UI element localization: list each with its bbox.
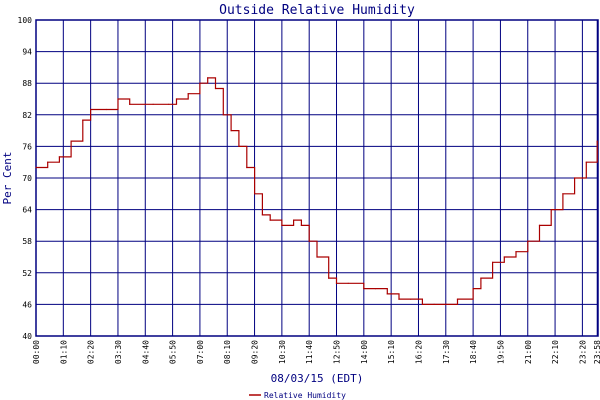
data-point xyxy=(398,298,400,300)
data-point xyxy=(246,166,248,169)
x-axis-label: 08/03/15 (EDT) xyxy=(271,372,364,385)
y-tick-label: 58 xyxy=(22,237,32,246)
y-tick-label: 52 xyxy=(22,269,32,278)
y-tick-label: 70 xyxy=(22,174,32,183)
data-point xyxy=(254,193,256,195)
series-line-relative-humidity xyxy=(36,77,598,305)
grid xyxy=(35,19,599,337)
x-tick-label: 23:20 xyxy=(578,340,587,364)
data-point xyxy=(445,303,447,305)
data-point xyxy=(152,103,154,105)
x-tick-label: 15:10 xyxy=(387,340,396,364)
data-point xyxy=(238,145,240,147)
x-tick-label: 00:00 xyxy=(32,340,41,364)
legend: Relative Humidity xyxy=(249,391,346,400)
data-point xyxy=(47,161,49,163)
data-point xyxy=(585,161,587,163)
x-tick-label: 07:00 xyxy=(196,340,205,364)
data-point xyxy=(168,103,170,105)
data-point xyxy=(596,140,598,142)
x-tick-labels: 00:00 01:10 02:20 03:30 04:40 05:50 07:00 08:10… xyxy=(32,340,600,364)
data-point xyxy=(456,298,459,300)
y-tick-label: 76 xyxy=(22,142,32,151)
y-axis-label: Per Cent xyxy=(1,152,14,205)
data-point xyxy=(433,303,435,305)
data-point xyxy=(503,256,505,258)
data-point xyxy=(293,219,295,221)
data-point xyxy=(281,224,283,226)
y-tick-label: 94 xyxy=(22,48,32,57)
x-tick-label: 04:40 xyxy=(141,340,150,364)
data-point xyxy=(562,193,564,195)
data-point xyxy=(82,119,84,121)
data-point xyxy=(472,288,474,290)
y-tick-label: 100 xyxy=(18,16,33,25)
data-point xyxy=(347,282,349,284)
data-point xyxy=(207,77,209,79)
y-tick-label: 40 xyxy=(22,332,32,341)
legend-label: Relative Humidity xyxy=(264,391,346,400)
series-layer xyxy=(35,77,598,305)
data-point xyxy=(175,98,178,100)
x-tick-label: 22:10 xyxy=(551,340,560,364)
x-tick-label: 08:10 xyxy=(223,340,232,364)
x-tick-label: 17:30 xyxy=(442,340,451,364)
data-point xyxy=(527,240,529,242)
data-point xyxy=(230,130,232,132)
data-point xyxy=(515,251,517,253)
x-tick-label: 03:30 xyxy=(114,340,123,364)
x-tick-label: 05:50 xyxy=(169,340,178,364)
x-tick-label: 02:20 xyxy=(87,340,96,364)
data-point xyxy=(105,108,107,111)
x-tick-label: 21:00 xyxy=(524,340,533,364)
data-point xyxy=(300,224,302,226)
y-tick-label: 88 xyxy=(22,79,32,88)
data-point xyxy=(261,214,263,216)
x-tick-label: 09:20 xyxy=(251,340,260,364)
y-tick-labels: 40 46 52 58 64 70 76 82 88 94 100 xyxy=(18,16,33,341)
data-point xyxy=(35,166,37,169)
x-tick-label: 16:20 xyxy=(414,340,423,364)
data-point xyxy=(538,224,541,226)
data-point xyxy=(363,288,365,290)
data-point xyxy=(117,98,119,100)
data-point xyxy=(410,298,412,300)
y-tick-label: 82 xyxy=(22,111,32,120)
data-point xyxy=(58,156,61,158)
data-point xyxy=(328,277,330,279)
x-tick-label: 10:30 xyxy=(278,340,287,364)
x-tick-label: 12:50 xyxy=(333,340,342,364)
data-point xyxy=(129,103,131,105)
data-point xyxy=(187,93,189,95)
data-point xyxy=(70,140,72,142)
data-point xyxy=(214,87,217,90)
y-tick-label: 64 xyxy=(22,206,32,215)
data-point xyxy=(308,240,310,242)
data-point xyxy=(386,293,388,295)
x-tick-label: 01:10 xyxy=(59,340,68,364)
x-tick-label: 14:00 xyxy=(360,340,369,364)
data-point xyxy=(316,256,318,258)
x-tick-label: 18:40 xyxy=(469,340,478,364)
data-point xyxy=(90,108,92,111)
data-point xyxy=(550,209,552,211)
data-point xyxy=(480,277,482,279)
data-point xyxy=(574,177,576,179)
x-tick-label: 19:50 xyxy=(496,340,505,364)
data-point xyxy=(421,303,423,305)
data-point xyxy=(199,82,201,84)
data-point xyxy=(374,288,377,290)
data-point xyxy=(335,282,338,284)
chart-title: Outside Relative Humidity xyxy=(219,3,415,18)
data-point xyxy=(269,219,271,221)
data-point xyxy=(492,261,494,263)
data-point xyxy=(144,103,146,105)
x-tick-label: 23:58 xyxy=(593,340,600,364)
y-tick-label: 46 xyxy=(22,300,32,309)
data-point xyxy=(222,114,224,116)
x-tick-label: 11:40 xyxy=(305,340,314,364)
